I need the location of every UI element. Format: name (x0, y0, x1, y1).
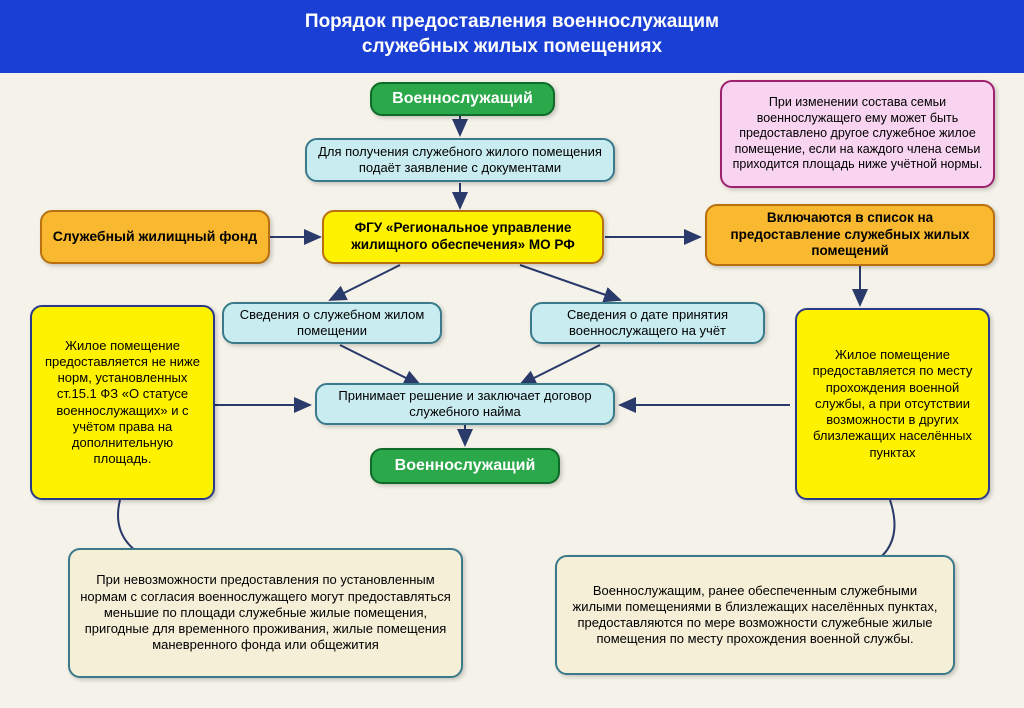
node-info-housing: Сведения о служебном жилом помещении (222, 302, 442, 344)
label: Военнослужащий (395, 456, 536, 476)
title-line-2: служебных жилых помещениях (362, 36, 662, 57)
node-info-date: Сведения о дате принятия военнослужащего… (530, 302, 765, 344)
title-line-1: Порядок предоставления военнослужащим (305, 11, 719, 32)
node-serviceman-top: Военнослужащий (370, 82, 555, 116)
node-bottom-left: При невозможности предоставления по уста… (68, 548, 463, 678)
label: Сведения о дате принятия военнослужащего… (542, 307, 753, 340)
label: Сведения о служебном жилом помещении (234, 307, 430, 340)
label: Включаются в список на предоставление сл… (717, 210, 983, 261)
node-include-list: Включаются в список на предоставление сл… (705, 204, 995, 266)
node-serviceman-bot: Военнослужащий (370, 448, 560, 484)
label: Жилое помещение предоставляется по месту… (807, 347, 978, 461)
label: Жилое помещение предоставляется не ниже … (42, 338, 203, 468)
node-housing-fund: Служебный жилищный фонд (40, 210, 270, 264)
label: Военнослужащим, ранее обеспеченным служе… (567, 583, 943, 648)
label: Служебный жилищный фонд (53, 228, 257, 246)
node-pink-note: При изменении состава семьи военнослужащ… (720, 80, 995, 188)
label: Принимает решение и заключает договор сл… (327, 388, 603, 421)
node-right-place: Жилое помещение предоставляется по месту… (795, 308, 990, 500)
node-submit-docs: Для получения служебного жилого помещени… (305, 138, 615, 182)
label: Для получения служебного жилого помещени… (317, 144, 603, 177)
node-bottom-right: Военнослужащим, ранее обеспеченным служе… (555, 555, 955, 675)
label: При невозможности предоставления по уста… (80, 572, 451, 653)
page-title: Порядок предоставления военнослужащим сл… (0, 0, 1024, 73)
node-decision: Принимает решение и заключает договор сл… (315, 383, 615, 425)
node-fgu: ФГУ «Региональное управление жилищного о… (322, 210, 604, 264)
label: При изменении состава семьи военнослужащ… (732, 95, 983, 173)
label: ФГУ «Региональное управление жилищного о… (334, 220, 592, 254)
label: Военнослужащий (392, 89, 533, 109)
node-left-norms: Жилое помещение предоставляется не ниже … (30, 305, 215, 500)
